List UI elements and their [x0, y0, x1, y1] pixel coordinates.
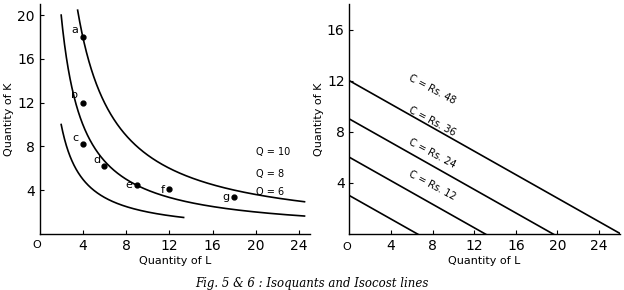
Text: d: d	[93, 155, 100, 165]
Text: O: O	[32, 240, 41, 251]
Text: Q = 6: Q = 6	[256, 187, 284, 197]
Text: C = Rs. 48: C = Rs. 48	[407, 73, 457, 106]
Text: a: a	[72, 25, 79, 35]
Text: Fig. 5 & 6 : Isoquants and Isocost lines: Fig. 5 & 6 : Isoquants and Isocost lines	[195, 277, 429, 290]
Text: C = Rs. 24: C = Rs. 24	[407, 137, 457, 170]
Y-axis label: Quantity of K: Quantity of K	[314, 82, 324, 156]
Text: O: O	[342, 242, 351, 251]
Text: Q = 8: Q = 8	[256, 169, 284, 179]
Text: e: e	[125, 180, 132, 190]
Y-axis label: Quantity of K: Quantity of K	[4, 82, 14, 156]
Text: Q = 10: Q = 10	[256, 147, 290, 157]
X-axis label: Quantity of L: Quantity of L	[449, 255, 521, 266]
Text: g: g	[223, 192, 230, 202]
Text: C = Rs. 12: C = Rs. 12	[407, 169, 457, 202]
Text: C = Rs. 36: C = Rs. 36	[407, 105, 457, 138]
Text: b: b	[72, 90, 79, 100]
Text: c: c	[72, 133, 79, 143]
Text: f: f	[161, 184, 165, 195]
X-axis label: Quantity of L: Quantity of L	[139, 255, 211, 266]
